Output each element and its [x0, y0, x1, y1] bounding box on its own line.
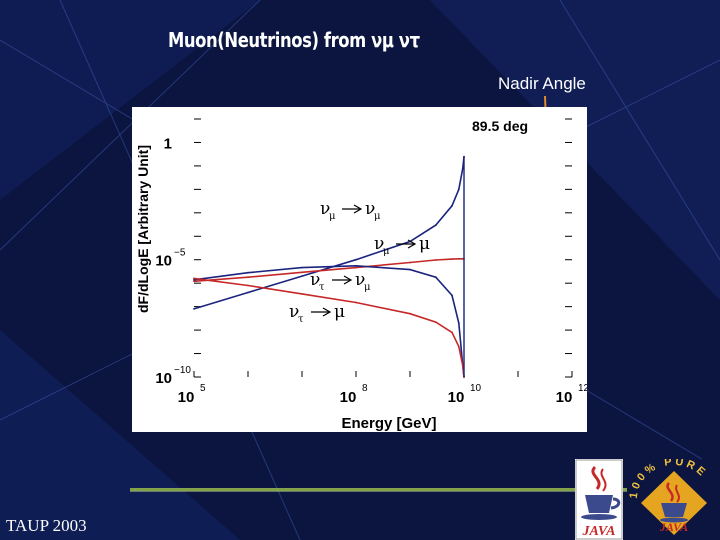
series-point [409, 268, 411, 271]
nadir-angle-label: Nadir Angle [498, 74, 586, 93]
y-tick-labels: 110 −510 −10 [155, 135, 191, 387]
svg-text:ν: ν [289, 302, 299, 322]
x-tick-labels: 10 5 10 8 10 10 10 12 [178, 383, 587, 406]
series-point [193, 280, 195, 283]
svg-text:τ: τ [319, 282, 325, 293]
y-tick-label: 10 [155, 253, 172, 270]
series-point [409, 312, 411, 315]
annotation-numu-mu: νμ μ [374, 234, 430, 257]
annotation-nutau-mu: ντ μ [289, 302, 345, 325]
series-line-4 [193, 277, 465, 378]
svg-text:ν: ν [365, 199, 375, 219]
series-point [301, 266, 303, 269]
series-point [355, 258, 357, 261]
x-tick-label: 10 [556, 389, 573, 406]
svg-text:ν: ν [320, 199, 330, 219]
angle-label: 89.5 deg [472, 118, 528, 134]
series-point [434, 224, 437, 226]
series-point [355, 264, 357, 267]
x-tick-exponent: 8 [362, 383, 368, 394]
series-point [457, 345, 460, 348]
series-line-3 [193, 264, 465, 378]
x-tick-exponent: 5 [200, 383, 206, 394]
series-point [451, 294, 453, 297]
svg-text:μ: μ [383, 246, 390, 257]
series-point [247, 284, 249, 287]
series-point [434, 259, 437, 261]
x-tick-label: 10 [178, 389, 195, 406]
series-line-1 [193, 156, 465, 310]
y-tick-exponent: −10 [174, 365, 191, 376]
series-point [355, 266, 357, 269]
series-point [461, 167, 464, 170]
series-point [193, 277, 195, 280]
series-point [434, 276, 437, 279]
series-point [247, 291, 249, 294]
series-point [247, 271, 249, 274]
svg-text:ν: ν [355, 270, 365, 290]
y-tick-label: 10 [155, 370, 172, 387]
series-point [451, 258, 453, 260]
svg-text:τ: τ [298, 314, 304, 325]
series-line-2 [193, 258, 464, 283]
java-logo-left: JAVA [575, 459, 623, 540]
svg-text:μ: μ [374, 211, 381, 222]
svg-text:μ: μ [364, 282, 371, 293]
annotation-numu-numu: νμ νμ [320, 199, 381, 222]
footer-text: TAUP 2003 [6, 516, 87, 535]
svg-text:ν: ν [374, 234, 384, 254]
x-tick-label: 10 [448, 389, 465, 406]
series-point [247, 276, 249, 279]
annotation-nutau-numu: ντ νμ [310, 270, 371, 293]
x-tick-exponent: 10 [470, 383, 482, 394]
x-tick-exponent: 12 [578, 383, 587, 394]
series-point [461, 364, 464, 367]
series-point [301, 293, 303, 295]
java-coffee-cup-icon [660, 482, 688, 523]
chart-panel: 10 5 10 8 10 10 10 12 1 10 −5 10 −10 Energy [GeV] d… [132, 107, 587, 432]
series-point [301, 271, 303, 274]
series-point [193, 278, 195, 281]
java-logo-left-text: JAVA [582, 524, 616, 539]
y-tick-label: 1 [164, 135, 172, 152]
series-point [451, 331, 453, 334]
axis-ticks [193, 118, 573, 378]
java-coffee-cup-icon [581, 465, 621, 520]
series-point [457, 322, 460, 324]
series-point [409, 261, 411, 264]
series-point [457, 188, 460, 191]
java-logo-right-text: JAVA [659, 520, 688, 534]
y-axis-label: dF/dLogE [Arbitrary Unit] [135, 145, 151, 313]
y-tick-exponent: −5 [174, 248, 186, 259]
series-layer [193, 155, 465, 378]
slide-title: Muon(Neutrinos) from νμ ντ [168, 28, 420, 52]
x-axis-label: Energy [GeV] [341, 415, 436, 432]
svg-text:ν: ν [310, 270, 320, 290]
series-point [451, 204, 453, 207]
svg-text:μ: μ [419, 234, 430, 254]
series-point [434, 321, 437, 323]
x-tick-label: 10 [340, 389, 357, 406]
series-point [457, 257, 460, 260]
java-logo-right: JAVA 100% PURE [627, 459, 720, 540]
series-point [193, 308, 195, 310]
series-point [355, 301, 357, 304]
svg-text:μ: μ [329, 211, 336, 222]
series-point [301, 275, 303, 277]
svg-text:μ: μ [334, 302, 345, 322]
